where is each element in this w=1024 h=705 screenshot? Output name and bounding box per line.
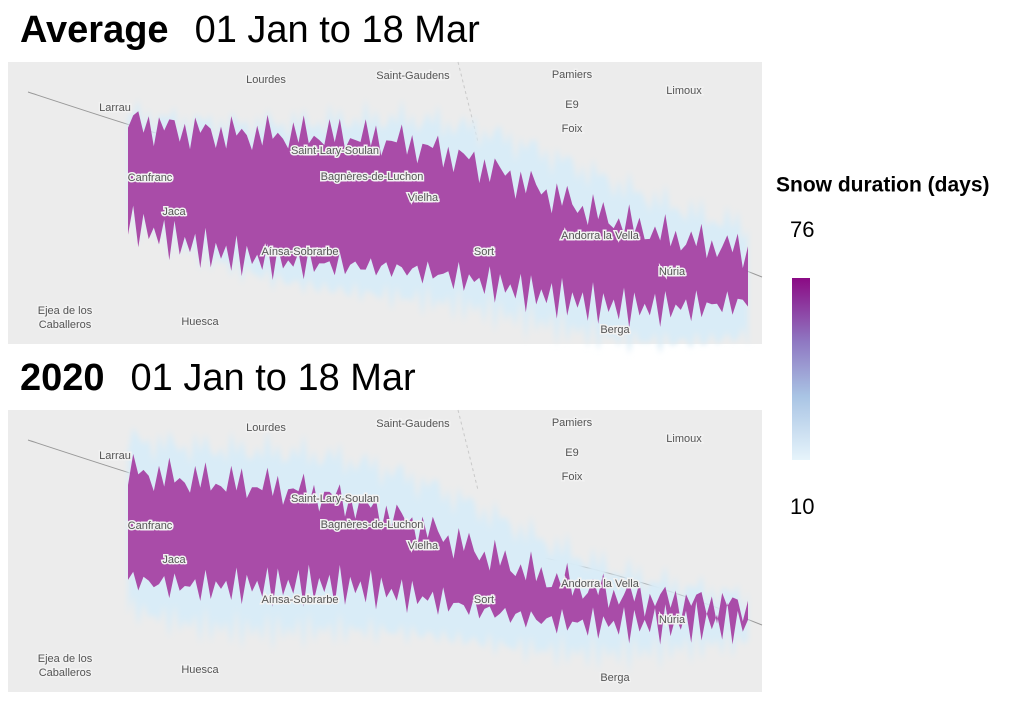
place-label: Caballeros <box>39 667 92 679</box>
place-label: Ejea de los <box>38 653 93 665</box>
place-label: Foix <box>562 123 583 135</box>
panel-title-range: 01 Jan to 18 Mar <box>131 357 417 399</box>
place-label: Núria <box>659 266 686 278</box>
place-label: Jaca <box>162 554 186 566</box>
place-label: Aínsa-Sobrarbe <box>261 594 338 606</box>
place-label: Limoux <box>666 433 702 445</box>
snow-area <box>128 111 748 328</box>
panel-title: Average 01 Jan to 18 Mar <box>20 9 480 51</box>
legend-title: Snow duration (days) <box>776 174 990 197</box>
map-panel: Lourdes Saint-Gaudens Pamiers Limoux Larrau E… <box>8 409 763 692</box>
place-label: Bagnères-de-Luchon <box>321 171 424 183</box>
place-label: Berga <box>600 672 630 684</box>
place-label: Saint-Gaudens <box>376 70 450 82</box>
panel-title: 2020 01 Jan to 18 Mar <box>20 357 416 399</box>
snow-area <box>128 453 748 645</box>
place-label: Larrau <box>99 450 131 462</box>
place-label: Huesca <box>181 664 219 676</box>
map-panel: Lourdes Saint-Gaudens Pamiers Limoux Larrau E… <box>8 61 763 356</box>
place-label: E9 <box>565 99 578 111</box>
place-label: Caballeros <box>39 319 92 331</box>
place-label: Sort <box>474 246 494 258</box>
place-label: Huesca <box>181 316 219 328</box>
place-label: Andorra la Vella <box>561 578 640 590</box>
place-label: Bagnères-de-Luchon <box>321 519 424 531</box>
place-label: Lourdes <box>246 422 286 434</box>
legend-colorbar <box>792 278 810 460</box>
panel-title-bold: 2020 <box>20 357 105 399</box>
place-label: Vielha <box>408 192 439 204</box>
panel-title-bold: Average <box>20 9 169 51</box>
place-label: Sort <box>474 594 494 606</box>
place-label: Foix <box>562 471 583 483</box>
place-label: Limoux <box>666 85 702 97</box>
place-label: Vielha <box>408 540 439 552</box>
place-label: Ejea de los <box>38 305 93 317</box>
place-label: Saint-Lary-Soulan <box>291 493 379 505</box>
panel-title-range: 01 Jan to 18 Mar <box>195 9 481 51</box>
place-label: Canfranc <box>128 172 173 184</box>
place-label: Núria <box>659 614 686 626</box>
place-label: Berga <box>600 324 630 336</box>
place-label: Saint-Gaudens <box>376 418 450 430</box>
place-label: E9 <box>565 447 578 459</box>
legend-min: 10 <box>790 494 814 519</box>
place-label: Pamiers <box>552 69 593 81</box>
place-label: Jaca <box>162 206 186 218</box>
place-label: Saint-Lary-Soulan <box>291 145 379 157</box>
place-label: Larrau <box>99 102 131 114</box>
legend-max: 76 <box>790 217 814 242</box>
place-label: Andorra la Vella <box>561 230 640 242</box>
place-label: Aínsa-Sobrarbe <box>261 246 338 258</box>
border-line <box>457 409 479 491</box>
place-label: Pamiers <box>552 417 593 429</box>
place-label: Lourdes <box>246 74 286 86</box>
place-label: Canfranc <box>128 520 173 532</box>
